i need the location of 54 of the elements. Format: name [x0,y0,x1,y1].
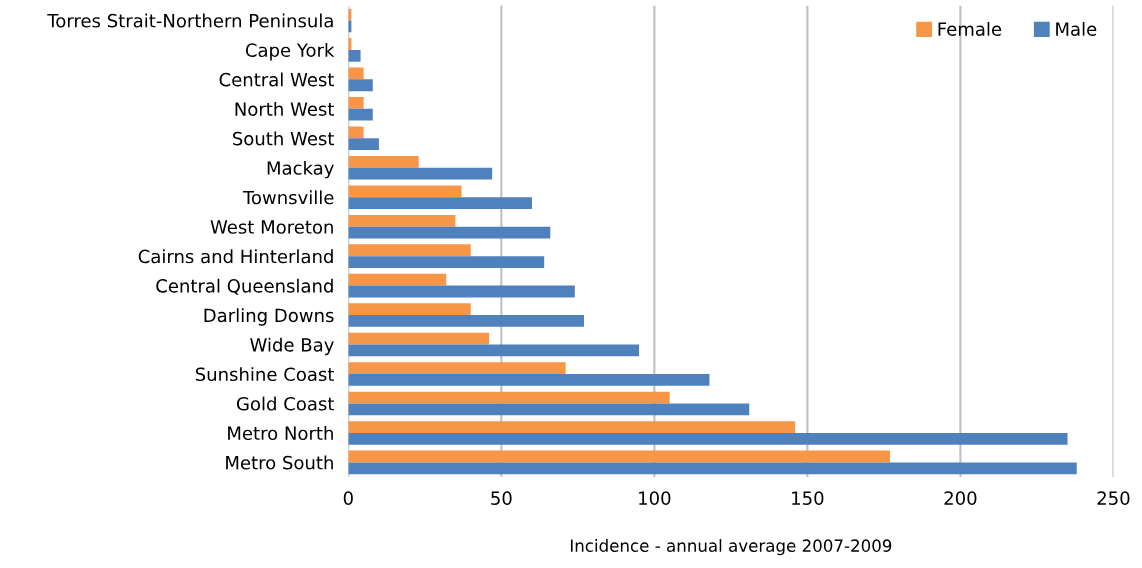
bar [348,344,640,357]
bar [348,450,891,463]
y-tick-label: Torres Strait-Northern Peninsula [47,13,333,28]
x-tick-label: 250 [1097,491,1130,505]
x-tick-label: 50 [491,491,512,505]
bar [348,67,364,80]
y-tick-label: North West [235,101,334,116]
y-tick-label: Metro South [226,455,333,470]
bar [348,373,710,386]
bar [348,214,456,227]
y-tick-label: Townsville [242,190,334,205]
bar [348,432,1068,445]
legend-label: Female [938,21,1002,36]
y-tick-label: Central Queensland [156,278,333,295]
bar [348,79,373,92]
legend-label: Male [1056,21,1097,36]
y-tick-label: Wide Bay [250,337,334,356]
y-tick-label: Central West [219,72,334,87]
y-tick-label: Darling Downs [204,308,334,326]
x-tick-label: 150 [792,491,824,505]
x-axis-title: Incidence - annual average 2007-2009 [570,539,892,556]
bar [348,155,419,168]
bar [348,108,373,121]
bar [348,421,796,433]
bar [348,256,545,268]
y-tick-label: West Moreton [210,220,333,234]
bar [348,244,471,257]
y-tick-label: Mackay [267,160,334,179]
bar [348,403,750,416]
x-tick-label: 100 [639,491,671,505]
y-tick-label: Gold Coast [236,396,334,411]
bar [348,138,379,151]
bar [348,49,361,62]
y-tick-label: Cape York [245,43,335,61]
x-tick-label: 200 [944,491,977,505]
bar [348,197,532,209]
bar [348,462,1077,475]
bar [348,273,447,286]
bar [348,97,364,109]
bar [348,185,462,198]
bar [348,362,566,374]
bar [348,285,575,298]
y-tick-label: Sunshine Coast [195,367,334,382]
bar [348,226,551,239]
bar [348,167,493,180]
bar [348,391,670,404]
x-tick-label: 0 [343,491,353,505]
bar [348,315,584,327]
bar [348,303,471,316]
bar [348,126,364,139]
y-tick-label: South West [233,131,334,146]
bar [348,332,490,345]
y-tick-label: Metro North [228,426,333,441]
y-tick-label: Cairns and Hinterland [138,249,333,264]
